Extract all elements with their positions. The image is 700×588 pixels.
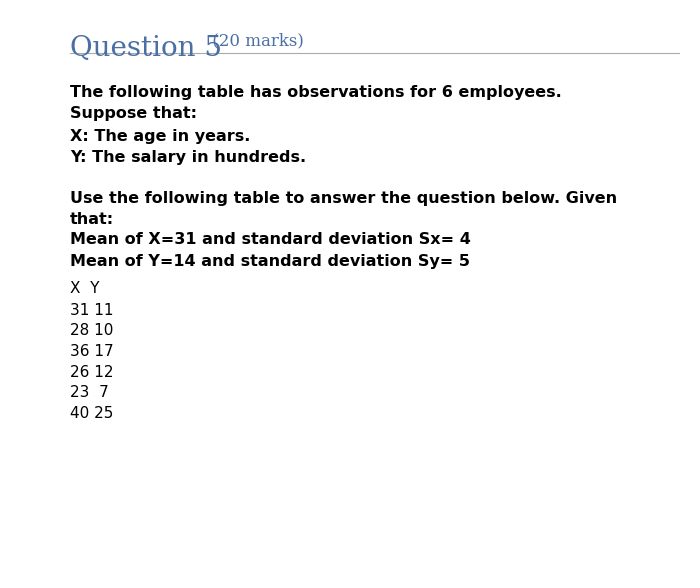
- Text: Mean of Y=14 and standard deviation Sy= 5: Mean of Y=14 and standard deviation Sy= …: [70, 254, 470, 269]
- Text: 26 12: 26 12: [70, 365, 113, 380]
- Text: Y: The salary in hundreds.: Y: The salary in hundreds.: [70, 150, 306, 165]
- Text: 23  7: 23 7: [70, 385, 108, 400]
- Text: (20 marks): (20 marks): [206, 32, 303, 49]
- Text: Question 5: Question 5: [70, 35, 222, 62]
- Text: Use the following table to answer the question below. Given
that:: Use the following table to answer the qu…: [70, 191, 617, 227]
- Text: X: The age in years.: X: The age in years.: [70, 129, 251, 145]
- Text: The following table has observations for 6 employees.
Suppose that:: The following table has observations for…: [70, 85, 561, 121]
- Text: 40 25: 40 25: [70, 406, 113, 421]
- Text: Mean of X=31 and standard deviation Sx= 4: Mean of X=31 and standard deviation Sx= …: [70, 232, 471, 248]
- Text: 31 11: 31 11: [70, 303, 113, 318]
- Text: 28 10: 28 10: [70, 323, 113, 339]
- Text: 36 17: 36 17: [70, 344, 113, 359]
- Text: X  Y: X Y: [70, 281, 99, 296]
